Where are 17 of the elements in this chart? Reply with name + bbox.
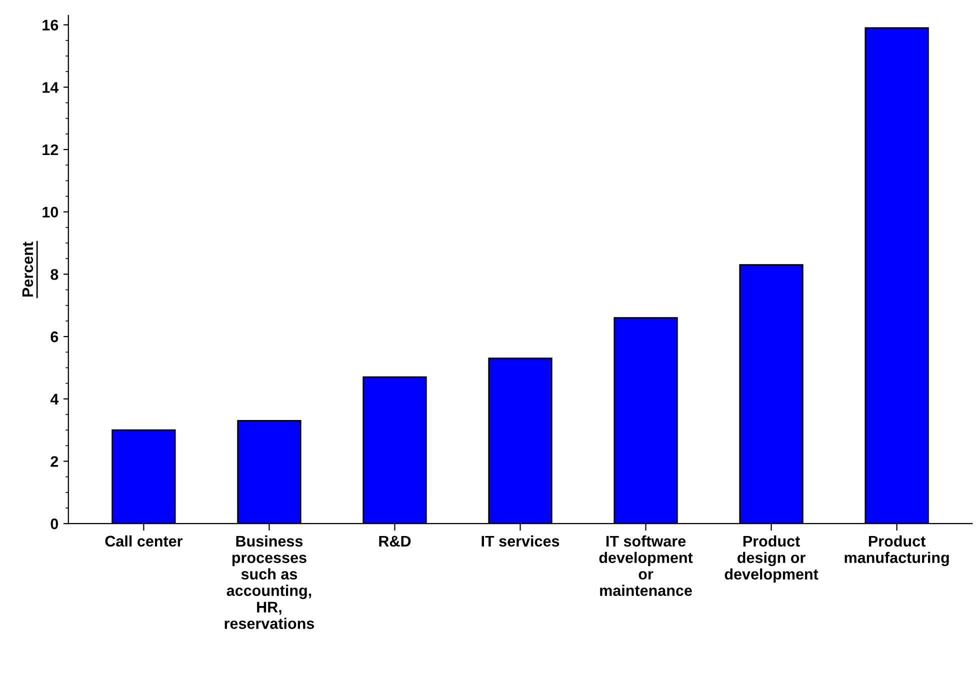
y-tick-label: 12 xyxy=(42,144,58,156)
y-tick-label: 6 xyxy=(50,331,58,342)
x-tick-label: Call center xyxy=(105,535,183,547)
y-tick-label: 8 xyxy=(50,269,58,280)
y-tick-label: 16 xyxy=(42,20,58,31)
x-tick-label: R&D xyxy=(379,536,411,547)
y-tick-label: 10 xyxy=(42,206,58,218)
x-tick-label: IT software development or maintenance xyxy=(599,535,693,596)
x-tick-label: Business processes such as accounting, HR, reservations xyxy=(224,535,314,629)
y-tick-label: 0 xyxy=(50,518,58,530)
y-axis-title: Percent xyxy=(22,242,34,297)
x-tick-label: Product manufacturing xyxy=(844,535,949,566)
x-tick-label: Product design or development xyxy=(724,535,818,583)
y-tick-label: 2 xyxy=(50,456,58,467)
y-tick-label: 14 xyxy=(42,82,59,93)
x-tick-label: IT services xyxy=(482,535,560,547)
y-tick-label: 4 xyxy=(50,394,59,404)
